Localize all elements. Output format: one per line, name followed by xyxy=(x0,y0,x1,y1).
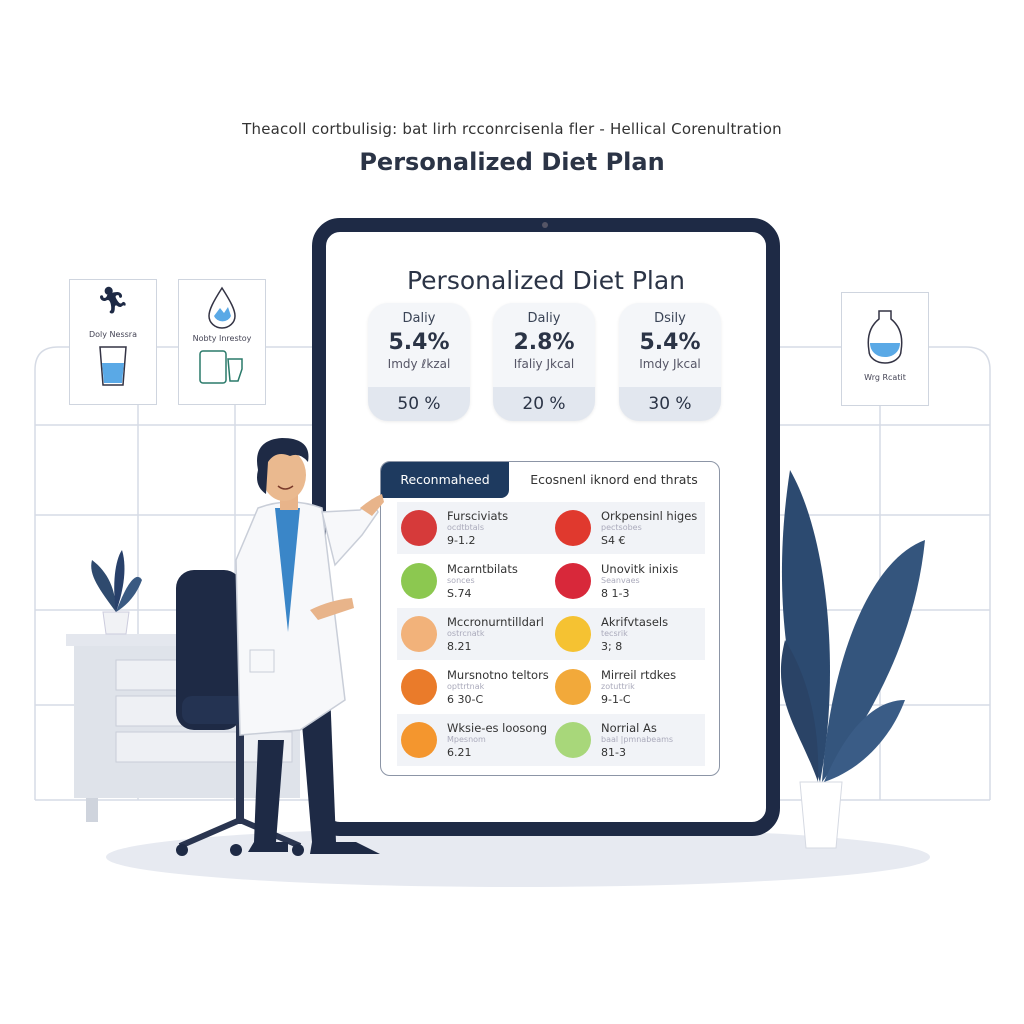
food-name: Mccronurntilldarl xyxy=(447,615,544,629)
food-name: Akrifvtasels xyxy=(601,615,669,629)
poster-hydration: Nobty Inrestoy xyxy=(178,279,266,405)
food-item[interactable]: Orkpensinl higes pectsobes S4 € xyxy=(551,502,705,554)
food-value: 8.21 xyxy=(447,640,472,653)
food-value: 3; 8 xyxy=(601,640,623,653)
water-drop-icon xyxy=(208,286,236,329)
food-subtitle: Seanvaes xyxy=(601,576,640,585)
lemon-icon xyxy=(555,616,591,652)
card-unit: Imdy Jkcal xyxy=(639,357,701,371)
card-value: 5.4% xyxy=(388,330,450,355)
food-item[interactable]: Norrial As baal |pmnabeams 81-3 xyxy=(551,714,705,766)
food-subtitle: zotuttrik xyxy=(601,682,635,691)
food-subtitle: Mpesnom xyxy=(447,735,486,744)
card-label: Daliy xyxy=(402,311,436,326)
table-row: Wksie-es loosong Mpesnom 6.21 Norrial As baa… xyxy=(397,714,705,766)
food-value: 81-3 xyxy=(601,746,626,759)
food-item[interactable]: Mursnotno teltors opttrtnak 6 30-C xyxy=(397,661,551,713)
food-name: Norrial As xyxy=(601,721,657,735)
cookie-icon xyxy=(555,669,591,705)
food-value: 8 1-3 xyxy=(601,587,630,600)
vase-icon xyxy=(867,310,903,364)
poster-label: Nobty Inrestoy xyxy=(192,334,252,343)
food-subtitle: tecsrik xyxy=(601,629,628,638)
table-row: Fursciviats ocdtbtals 9-1.2 Orkpensinl hige… xyxy=(397,502,705,554)
food-subtitle: baal |pmnabeams xyxy=(601,735,674,744)
office-chair xyxy=(176,570,304,856)
tab-recommended[interactable]: Reconmaheed xyxy=(381,462,509,498)
food-item[interactable]: Mccronurntilldarl ostrcnatk 8.21 xyxy=(397,608,551,660)
desk-plant-icon xyxy=(91,550,142,635)
nutrient-card[interactable]: Daliy 5.4% Imdy ℓkzal 50 % xyxy=(368,303,470,421)
card-value: 5.4% xyxy=(639,330,701,355)
food-subtitle: sonces xyxy=(447,576,475,585)
green-apple-icon xyxy=(401,563,437,599)
right-plant-icon xyxy=(780,470,925,849)
apple-icon xyxy=(401,510,437,546)
table-row: Mcarntbilats sonces S.74 Unovitk inixis Sean… xyxy=(397,555,705,607)
food-item[interactable]: Mcarntbilats sonces S.74 xyxy=(397,555,551,607)
card-unit: Imdy ℓkzal xyxy=(387,357,451,371)
person-icon: 🏃︎ xyxy=(96,286,130,316)
nutrient-card[interactable]: Dsily 5.4% Imdy Jkcal 30 % xyxy=(619,303,721,421)
screen-title: Personalized Diet Plan xyxy=(406,266,686,295)
food-value: 6 30-C xyxy=(447,693,484,706)
camera-dot xyxy=(542,222,548,228)
page-title: Personalized Diet Plan xyxy=(359,148,665,176)
citrus-icon xyxy=(401,722,437,758)
food-item[interactable]: Wksie-es loosong Mpesnom 6.21 xyxy=(397,714,551,766)
radish-icon xyxy=(555,563,591,599)
food-name: Mursnotno teltors xyxy=(447,668,549,682)
orange-icon xyxy=(401,669,437,705)
food-value: 9-1.2 xyxy=(447,534,476,547)
poster-water: Wrg Rcatit xyxy=(841,292,929,406)
nutrient-card[interactable]: Daliy 2.8% Ifaliy Jkcal 20 % xyxy=(493,303,595,421)
food-subtitle: opttrtnak xyxy=(447,682,485,691)
food-subtitle: ostrcnatk xyxy=(447,629,485,638)
food-value: S.74 xyxy=(447,587,472,600)
table-row: Mursnotno teltors opttrtnak 6 30-C Mirreil … xyxy=(397,661,705,713)
water-glass-icon xyxy=(99,346,127,386)
lime-icon xyxy=(555,722,591,758)
card-unit: Ifaliy Jkcal xyxy=(513,357,575,371)
tomato-icon xyxy=(555,510,591,546)
card-label: Dsily xyxy=(654,311,686,326)
food-value: 9-1-C xyxy=(601,693,631,706)
food-item[interactable]: Akrifvtasels tecsrik 3; 8 xyxy=(551,608,705,660)
card-label: Daliy xyxy=(527,311,561,326)
food-name: Wksie-es loosong xyxy=(447,721,548,735)
food-subtitle: ocdtbtals xyxy=(447,523,485,532)
tab-other[interactable]: Ecosnenl iknord end thrats xyxy=(530,472,698,487)
food-subtitle: pectsobes xyxy=(601,523,642,532)
tablet: Personalized Diet Plan Daliy 5.4% Imdy ℓ… xyxy=(312,218,780,836)
card-percent: 20 % xyxy=(493,387,595,421)
food-value: 6.21 xyxy=(447,746,472,759)
container-icon xyxy=(199,350,243,384)
food-item[interactable]: Unovitk inixis Seanvaes 8 1-3 xyxy=(551,555,705,607)
food-name: Unovitk inixis xyxy=(601,562,679,576)
food-name: Fursciviats xyxy=(447,509,509,523)
card-percent: 50 % xyxy=(368,387,470,421)
food-table: Reconmaheed Ecosnenl iknord end thrats F… xyxy=(380,461,720,776)
food-name: Mirreil rtdkes xyxy=(601,668,677,682)
food-name: Mcarntbilats xyxy=(447,562,518,576)
food-item[interactable]: Fursciviats ocdtbtals 9-1.2 xyxy=(397,502,551,554)
page-subtitle: Theacoll cortbulisig: bat lirh rcconrcis… xyxy=(242,120,782,138)
card-value: 2.8% xyxy=(513,330,575,355)
food-value: S4 € xyxy=(601,534,626,547)
poster-label: Doly Nessra xyxy=(89,330,137,339)
card-percent: 30 % xyxy=(619,387,721,421)
table-row: Mccronurntilldarl ostrcnatk 8.21 Akrifvtase… xyxy=(397,608,705,660)
poster-label: Wrg Rcatit xyxy=(864,373,906,382)
bread-icon xyxy=(401,616,437,652)
food-name: Orkpensinl higes xyxy=(601,509,698,523)
poster-daily-needs: 🏃︎ Doly Nessra xyxy=(69,279,157,405)
food-item[interactable]: Mirreil rtdkes zotuttrik 9-1-C xyxy=(551,661,705,713)
